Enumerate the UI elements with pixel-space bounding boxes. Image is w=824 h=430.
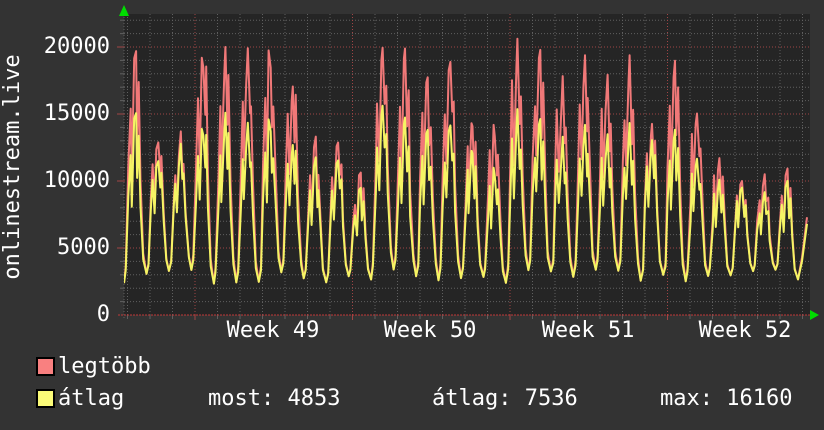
atlag-series-swatch-icon (36, 389, 55, 408)
x-tick-label: Week 50 (383, 318, 477, 343)
stat-max: max: 16160 (660, 386, 793, 411)
y-tick-label: 20000 (43, 34, 110, 59)
y-tick-label: 10000 (43, 168, 110, 193)
x-tick-label: Week 49 (226, 318, 320, 343)
legtobb-series-swatch-icon (36, 357, 55, 376)
x-tick-label: Week 51 (541, 318, 635, 343)
stat-most: most: 4853 (208, 386, 341, 411)
y-tick-label: 0 (96, 302, 110, 327)
legend-label-atlag: átlag (58, 386, 125, 411)
y-tick-label: 15000 (43, 101, 110, 126)
stat-atlag: átlag: 7536 (432, 386, 578, 411)
y-tick-label: 5000 (57, 235, 110, 260)
x-tick-label: Week 52 (698, 318, 792, 343)
legend-label-legtobb: legtöbb (58, 354, 151, 379)
